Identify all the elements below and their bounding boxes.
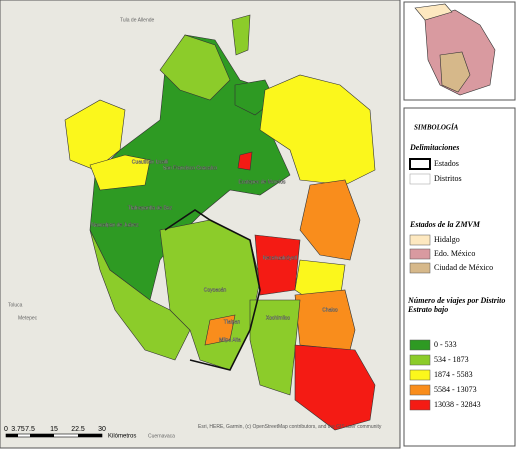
scale-seg xyxy=(78,434,102,437)
district xyxy=(294,344,376,431)
district xyxy=(231,14,251,56)
district xyxy=(249,299,301,396)
place-label: Xochimilco xyxy=(266,315,290,321)
place-label: Chalco xyxy=(322,307,338,313)
scale-label: 0 xyxy=(4,426,8,433)
scale-unit: Kilómetros xyxy=(108,434,136,440)
districts xyxy=(64,14,376,431)
base-label: Cuernavaca xyxy=(148,433,175,439)
place-label: Nezahualcóyotl xyxy=(263,255,297,261)
base-label: Metepec xyxy=(18,315,38,321)
place-label: Ecatepec de Morelos xyxy=(239,179,286,185)
legend-section: Estados de la ZMVM xyxy=(409,220,481,229)
inset-hidalgo xyxy=(414,3,453,21)
place-label: Cuautitlán Izcalli xyxy=(132,159,168,165)
legend-item: 534 - 1873 xyxy=(434,355,469,364)
swatch xyxy=(409,369,431,381)
legend-item: Hidalgo xyxy=(434,235,460,244)
place-label: Naucalpan de Juárez xyxy=(91,222,139,228)
district xyxy=(259,74,376,186)
place-label: Milpa Alta xyxy=(219,337,241,343)
base-label: Toluca xyxy=(8,302,23,308)
legend-item: Ciudad de México xyxy=(434,263,493,272)
legend-section: Número de viajes por Distrito Estrato ba… xyxy=(408,296,506,314)
swatch xyxy=(409,399,431,411)
legend-section-wrap: Número de viajes por Distrito Estrato ba… xyxy=(408,296,506,314)
district xyxy=(299,179,361,261)
swatch xyxy=(409,384,431,396)
district xyxy=(159,34,231,101)
district xyxy=(294,289,356,351)
swatch-districts xyxy=(409,173,431,185)
swatch xyxy=(409,234,431,246)
place-label: San Francisco Coacalco xyxy=(163,165,217,171)
legend-item: 5584 - 13073 xyxy=(434,385,477,394)
attribution: Esri, HERE, Garmin, (c) OpenStreetMap co… xyxy=(198,424,382,430)
place-label: Coyoacán xyxy=(204,287,227,293)
scale-label: 30 xyxy=(98,426,106,433)
place-label: Tlalnepantla de Baz xyxy=(128,205,173,211)
scale-label: 15 xyxy=(50,426,58,433)
legend-item: Edo. México xyxy=(434,249,475,258)
district xyxy=(237,151,253,171)
scale-label: 7.5 xyxy=(25,426,35,433)
swatch-states xyxy=(409,158,431,170)
swatch xyxy=(409,339,431,351)
legend-item: 1874 - 5583 xyxy=(434,370,473,379)
legend-section: Delimitaciones xyxy=(409,143,459,152)
legend-title: SIMBOLOGÍA xyxy=(414,124,459,132)
base-label: Tula de Allende xyxy=(120,17,155,23)
inset-cdmx xyxy=(439,51,471,93)
legend-item: 0 - 533 xyxy=(434,340,457,349)
place-label: Tlalpan xyxy=(224,319,241,325)
district xyxy=(64,99,126,171)
scale-label: 3.75 xyxy=(11,426,25,433)
legend-item: Estados xyxy=(434,159,459,168)
district xyxy=(204,314,236,346)
attribution-wrap: Esri, HERE, Garmin, (c) OpenStreetMap co… xyxy=(198,424,382,430)
scale-label: 22.5 xyxy=(71,426,85,433)
legend-item: 13038 - 32843 xyxy=(434,400,481,409)
scale-seg xyxy=(6,434,18,437)
district xyxy=(254,234,301,296)
legend-item: Distritos xyxy=(434,174,462,183)
swatch xyxy=(409,262,431,274)
scale-seg xyxy=(30,434,54,437)
state-boundary xyxy=(164,209,261,371)
swatch xyxy=(409,354,431,366)
scale-bar xyxy=(5,433,103,438)
district xyxy=(89,154,151,191)
swatch xyxy=(409,248,431,260)
